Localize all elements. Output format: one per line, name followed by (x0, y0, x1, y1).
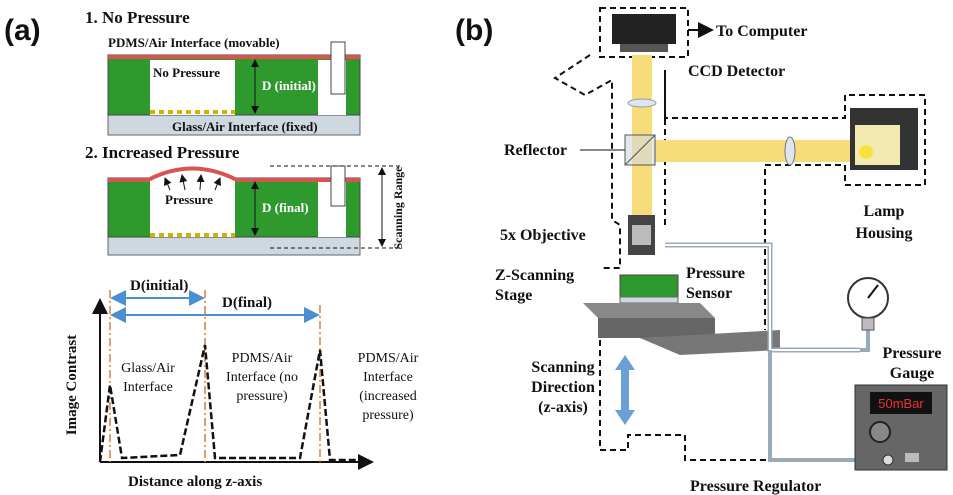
peak-label: PDMS/Air Interface (no pressure) (226, 351, 298, 404)
peak-label: Glass/Air Interface (121, 361, 175, 395)
device-2 (108, 166, 400, 255)
annotation: D(initial) (130, 278, 188, 294)
peak-label-line: PDMS/Air (232, 351, 293, 366)
peak-label: PDMS/Air Interface (increased pressure) (358, 351, 419, 423)
figure: (a) 1. No Pressure PDMS/Air Interface (m… (0, 0, 953, 495)
annotation: Scanning Range (391, 166, 405, 250)
annotation: 5x Objective (500, 227, 586, 244)
annotation: D(final) (222, 295, 272, 311)
peak-label-line: Glass/Air (121, 361, 175, 376)
annotation: Reflector (504, 142, 567, 159)
panel-label: (b) (455, 14, 493, 47)
peak-label-line: pressure) (236, 389, 288, 404)
annotation: PDMS/Air Interface (movable) (108, 35, 280, 50)
y-axis-label: Image Contrast (64, 335, 80, 435)
annotation: Pressure Regulator (690, 478, 821, 495)
display-readout: 50mBar (878, 396, 924, 411)
x-axis-label: Distance along z-axis (128, 474, 262, 490)
annotation: CCD Detector (688, 63, 785, 80)
peak-label-line: Interface (123, 380, 173, 395)
peak-label-line: Interface (no (226, 370, 298, 385)
step-title: 1. No Pressure (85, 8, 190, 27)
peak-label-line: (increased (359, 389, 417, 404)
annotation: Glass/Air Interface (fixed) (172, 119, 318, 134)
annotation: D (initial) (262, 78, 316, 93)
panel-label: (a) (4, 14, 41, 47)
annotation: No Pressure (153, 65, 220, 80)
annotation: To Computer (716, 23, 807, 40)
peak-label-line: Interface (363, 370, 413, 385)
peak-label-line: pressure) (362, 408, 414, 423)
peak-labels: Glass/Air Interface PDMS/Air Interface (no p… (121, 351, 419, 423)
peak-label-line: PDMS/Air (358, 351, 419, 366)
annotation: Pressure (165, 192, 213, 207)
step-title: 2. Increased Pressure (85, 143, 240, 162)
annotation: D (final) (262, 200, 309, 215)
